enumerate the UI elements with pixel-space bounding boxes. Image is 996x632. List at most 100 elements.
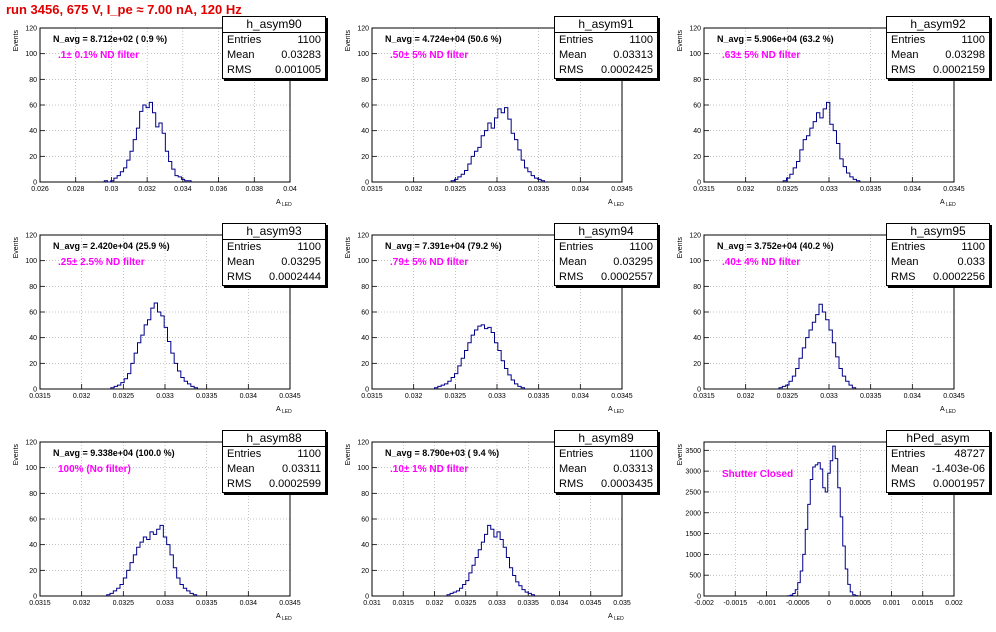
stats-box: h_asym90 Entries 1100 Mean 0.03283 RMS 0.00100…: [222, 16, 326, 79]
y-tick-label: 20: [361, 154, 369, 161]
x-tick-label: 0.028: [67, 186, 85, 193]
stats-label-mean: Mean: [227, 463, 255, 475]
histogram-plot: 0.0315 0.032 0.0325 0.033 0.0335 0.034 0.0345 0…: [13, 440, 301, 623]
stats-value-entries: 1100: [961, 241, 985, 253]
x-tick-label: 0.001: [883, 600, 901, 607]
y-tick-label: 0: [697, 594, 701, 601]
x-axis-title: A: [608, 199, 613, 206]
y-tick-label: 60: [693, 310, 701, 317]
stats-label-rms: RMS: [227, 478, 252, 490]
x-tick-label: 0.033: [156, 600, 174, 607]
y-tick-label: 100: [357, 51, 369, 58]
x-tick-label: 0.034: [904, 186, 922, 193]
n-avg-label: N_avg = 8.790e+03 ( 9.4 %): [385, 448, 500, 458]
y-axis-title: Events: [677, 30, 684, 52]
stats-label-entries: Entries: [559, 34, 594, 46]
x-tick-label: 0.032: [405, 186, 423, 193]
y-tick-label: 1500: [685, 531, 701, 538]
y-tick-label: 2500: [685, 489, 701, 496]
x-tick-label: 0.0325: [445, 393, 467, 400]
stats-value-rms: 0.0002599: [269, 478, 321, 490]
stats-label-entries: Entries: [891, 34, 926, 46]
y-tick-label: 120: [689, 233, 701, 240]
y-axis-title: Events: [345, 444, 352, 466]
x-axis-title-subscript: LED: [614, 616, 624, 622]
filter-label: .1± 0.1% ND filter: [58, 50, 140, 61]
x-tick-label: -0.001: [757, 600, 777, 607]
y-tick-label: 60: [29, 517, 37, 524]
stats-row-rms: RMS 0.0002599: [223, 477, 325, 492]
x-tick-label: 0.034: [240, 600, 258, 607]
y-tick-label: 120: [357, 440, 369, 447]
stats-row-entries: Entries 1100: [555, 447, 657, 462]
x-tick-label: 0.0335: [196, 393, 218, 400]
histogram-plot: 0.0315 0.032 0.0325 0.033 0.0335 0.034 0.0345 0…: [677, 233, 965, 416]
x-tick-label: 0.038: [246, 186, 264, 193]
x-axis-title-subscript: LED: [946, 409, 956, 415]
x-axis-title-subscript: LED: [946, 202, 956, 208]
histogram-plot: 0.0315 0.032 0.0325 0.033 0.0335 0.034 0.0345 0…: [345, 233, 633, 416]
y-tick-label: 100: [25, 465, 37, 472]
stats-label-mean: Mean: [227, 256, 255, 268]
stats-label-mean: Mean: [227, 49, 255, 61]
y-tick-label: 0: [33, 180, 37, 187]
stats-row-rms: RMS 0.0002557: [555, 270, 657, 285]
stats-value-mean: 0.03283: [281, 49, 321, 61]
y-tick-label: 20: [29, 154, 37, 161]
stats-row-rms: RMS 0.0002444: [223, 270, 325, 285]
stats-box: h_asym89 Entries 1100 Mean 0.03313 RMS 0.00034…: [554, 430, 658, 493]
x-axis-title: A: [276, 199, 281, 206]
stats-value-mean: 0.033: [957, 256, 985, 268]
stats-row-rms: RMS 0.0002425: [555, 63, 657, 78]
x-tick-label: 0.032: [73, 393, 91, 400]
stats-value-rms: 0.0002444: [269, 271, 321, 283]
x-tick-label: 0.03: [105, 186, 119, 193]
stats-row-rms: RMS 0.0002159: [887, 63, 989, 78]
x-tick-label: 0.0315: [29, 393, 51, 400]
y-tick-label: 0: [365, 594, 369, 601]
stats-box: hPed_asym Entries 48727 Mean -1.403e-06 RMS 0.…: [886, 430, 990, 493]
y-axis-title: Events: [345, 237, 352, 259]
x-tick-label: 0.0345: [580, 600, 602, 607]
stats-row-mean: Mean 0.03295: [223, 255, 325, 270]
x-tick-label: 0.034: [904, 393, 922, 400]
x-tick-label: 0: [827, 600, 831, 607]
x-tick-label: 0.0345: [943, 393, 965, 400]
y-axis-title: Events: [677, 237, 684, 259]
stats-row-mean: Mean 0.03313: [555, 48, 657, 63]
stats-row-entries: Entries 1100: [887, 240, 989, 255]
y-tick-label: 60: [361, 310, 369, 317]
x-axis-title: A: [608, 613, 613, 620]
x-axis-title: A: [608, 406, 613, 413]
stats-value-entries: 1100: [629, 448, 653, 460]
x-tick-label: 0.032: [73, 600, 91, 607]
histogram-name: h_asym91: [555, 17, 657, 33]
stats-box: h_asym95 Entries 1100 Mean 0.033 RMS 0.0002256: [886, 223, 990, 286]
x-tick-label: 0.032: [138, 186, 156, 193]
y-tick-label: 0: [697, 180, 701, 187]
x-tick-label: 0.026: [31, 186, 49, 193]
stats-value-rms: 0.0002557: [601, 271, 653, 283]
y-tick-label: 100: [25, 258, 37, 265]
x-tick-label: 0.0335: [518, 600, 540, 607]
histogram-panel-hPed_asym: -0.002 -0.0015 -0.001 -0.0005 0 0.0005 0.001 0.…: [664, 426, 996, 632]
x-tick-label: 0.035: [613, 600, 631, 607]
y-tick-label: 40: [29, 128, 37, 135]
n-avg-label: N_avg = 7.391e+04 (79.2 %): [385, 241, 502, 251]
histogram-name: hPed_asym: [887, 431, 989, 447]
y-tick-label: 500: [689, 573, 701, 580]
stats-box: h_asym94 Entries 1100 Mean 0.03295 RMS 0.00025…: [554, 223, 658, 286]
stats-row-mean: Mean -1.403e-06: [887, 462, 989, 477]
stats-box: h_asym92 Entries 1100 Mean 0.03298 RMS 0.00021…: [886, 16, 990, 79]
filter-label: .40± 4% ND filter: [722, 257, 801, 268]
y-axis-title: Events: [345, 30, 352, 52]
x-tick-label: 0.0315: [29, 600, 51, 607]
x-tick-label: 0.032: [737, 393, 755, 400]
stats-row-entries: Entries 1100: [555, 33, 657, 48]
stats-row-mean: Mean 0.033: [887, 255, 989, 270]
histogram-plot: 0.0315 0.032 0.0325 0.033 0.0335 0.034 0.0345 0…: [13, 233, 301, 416]
histogram-panel-h_asym93: 0.0315 0.032 0.0325 0.033 0.0335 0.034 0.0345 0…: [0, 219, 332, 425]
x-tick-label: 0.0325: [777, 393, 799, 400]
histogram-name: h_asym89: [555, 431, 657, 447]
stats-label-mean: Mean: [559, 463, 587, 475]
